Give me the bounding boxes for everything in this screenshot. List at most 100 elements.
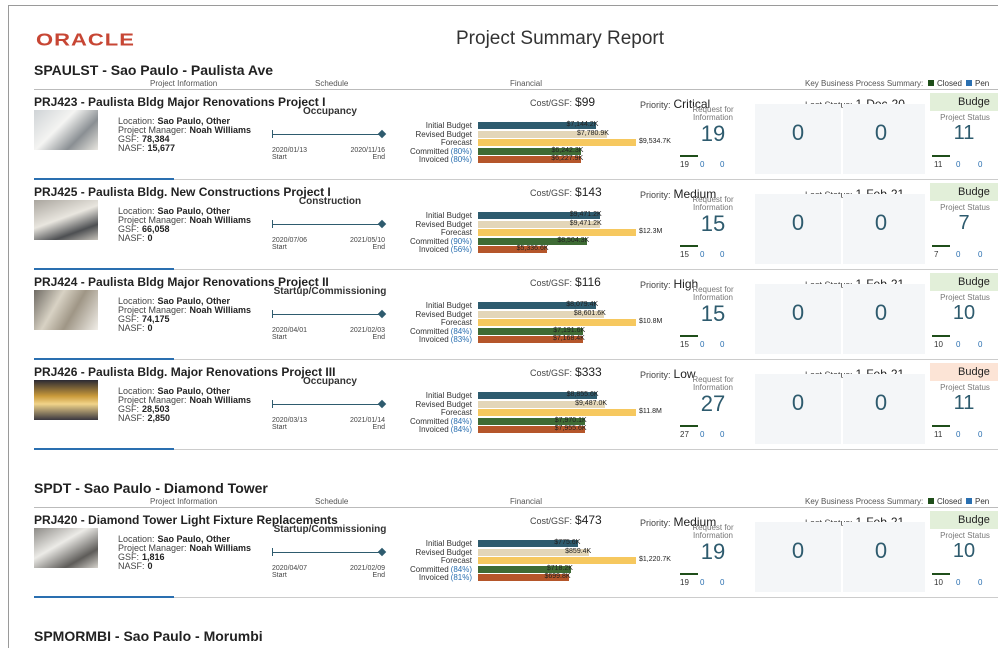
- logo: ORACLE: [36, 30, 135, 51]
- status-sub-count: 7: [934, 250, 938, 259]
- status-sub-count: 0: [978, 340, 982, 349]
- kbp-count: 0: [843, 300, 919, 326]
- start-label: Start: [272, 154, 287, 161]
- bar-value-label: $9,487.0K: [563, 400, 607, 407]
- rfi-rule: [680, 425, 698, 427]
- budget-label: Invoiced(81%): [392, 573, 472, 582]
- label: Invoiced: [419, 425, 449, 434]
- rfi-rule: [680, 335, 698, 337]
- value: Noah Williams: [190, 215, 251, 225]
- bar-value-label: $8,504.3K: [545, 237, 589, 244]
- site-title: SPDT - Sao Paulo - Diamond Tower: [34, 480, 268, 496]
- end-date: 2021/02/09: [345, 565, 385, 572]
- cost-gsf: Cost/GSF:$473: [530, 513, 602, 527]
- label: Cost/GSF:: [530, 188, 572, 198]
- kbp-count: 0: [755, 120, 841, 146]
- header-rule: [34, 89, 998, 90]
- value: Noah Williams: [190, 395, 251, 405]
- bar-value-label: $9,471.2K: [558, 220, 602, 227]
- percent: (80%): [451, 155, 472, 164]
- status-sub-count: 11: [934, 430, 942, 439]
- rfi-sub-count: 0: [700, 340, 704, 349]
- status-rule: [932, 335, 950, 337]
- legend-swatch: [928, 498, 934, 504]
- status-rule: [932, 245, 950, 247]
- label: NASF:: [118, 143, 145, 153]
- status-label: Project Status: [930, 383, 998, 392]
- label: Priority:: [640, 280, 671, 290]
- timeline: [272, 552, 384, 553]
- row-accent: [34, 448, 174, 450]
- project-image: [34, 200, 98, 240]
- bar-value-label: $859.4K: [547, 548, 591, 555]
- end-date: 2021/02/03: [345, 327, 385, 334]
- timeline: [272, 224, 384, 225]
- info-nasf: NASF:2,850: [118, 413, 170, 423]
- bar-value-label: $8,855.6K: [555, 391, 599, 398]
- start-date: 2020/04/07: [272, 565, 307, 572]
- rfi-sub-count: 0: [720, 250, 724, 259]
- value: 0: [148, 233, 153, 243]
- label: NASF:: [118, 233, 145, 243]
- kbp-count: 0: [843, 390, 919, 416]
- bar-value-label: $8,601.6K: [562, 310, 606, 317]
- phase: Occupancy: [270, 376, 390, 387]
- value: 0: [148, 323, 153, 333]
- column-header: Key Business Process Summary:: [805, 79, 923, 88]
- rfi-sub-count: 19: [680, 578, 689, 587]
- label: Invoiced: [419, 573, 449, 582]
- status-sub-count: 10: [934, 340, 943, 349]
- phase: Occupancy: [270, 106, 390, 117]
- rfi-sub-count: 0: [720, 340, 724, 349]
- column-header: Project Information: [150, 79, 217, 88]
- value: Noah Williams: [190, 543, 251, 553]
- bar-value-label: $6,227.9K: [539, 155, 583, 162]
- timeline: [272, 314, 384, 315]
- bar-value-label: $7,191.6K: [541, 327, 585, 334]
- legend-label: Closed: [937, 497, 962, 506]
- label: NASF:: [118, 561, 145, 571]
- status-rule: [932, 155, 950, 157]
- status-sub-count: 0: [956, 578, 960, 587]
- rfi-count: 27: [678, 391, 748, 417]
- cost-gsf: Cost/GSF:$116: [530, 275, 601, 289]
- rfi-rule: [680, 245, 698, 247]
- status-sub-count: 0: [978, 250, 982, 259]
- legend-swatch: [966, 80, 972, 86]
- status-sub-count: 10: [934, 578, 943, 587]
- label: Invoiced: [419, 335, 449, 344]
- start-label: Start: [272, 572, 287, 579]
- rfi-sub-count: 0: [700, 160, 704, 169]
- timeline-tick: [272, 548, 273, 556]
- timeline-tick: [272, 130, 273, 138]
- project-image: [34, 110, 98, 150]
- status-sub-count: 0: [956, 430, 960, 439]
- legend-label: Pen: [975, 79, 989, 88]
- status-sub-count: 11: [934, 160, 942, 169]
- bar-value-label: $7,970.1K: [543, 417, 587, 424]
- column-header: Key Business Process Summary:: [805, 497, 923, 506]
- rfi-rule: [680, 573, 698, 575]
- bar-value-label: $775.6K: [536, 539, 580, 546]
- bar-value-label: $12.3M: [639, 228, 683, 235]
- rfi-count: 19: [678, 121, 748, 147]
- timeline-tick: [272, 220, 273, 228]
- budget-label: Invoiced(84%): [392, 425, 472, 434]
- status-count: 7: [930, 212, 998, 235]
- bar-value-label: $7,168.4K: [541, 335, 585, 342]
- status-sub-count: 0: [978, 578, 982, 587]
- label: Priority:: [640, 370, 671, 380]
- phase: Startup/Commissioning: [270, 286, 390, 297]
- value: 2,850: [148, 413, 171, 423]
- start-date: 2020/04/01: [272, 327, 307, 334]
- label: Cost/GSF:: [530, 278, 572, 288]
- budget-label: Invoiced(83%): [392, 335, 472, 344]
- end-date: 2021/01/14: [345, 417, 385, 424]
- phase: Construction: [270, 196, 390, 207]
- project-image: [34, 290, 98, 330]
- kbp-count: 0: [755, 210, 841, 236]
- end-label: End: [345, 424, 385, 431]
- label: NASF:: [118, 413, 145, 423]
- cost-gsf: Cost/GSF:$99: [530, 95, 595, 109]
- status-label: Project Status: [930, 203, 998, 212]
